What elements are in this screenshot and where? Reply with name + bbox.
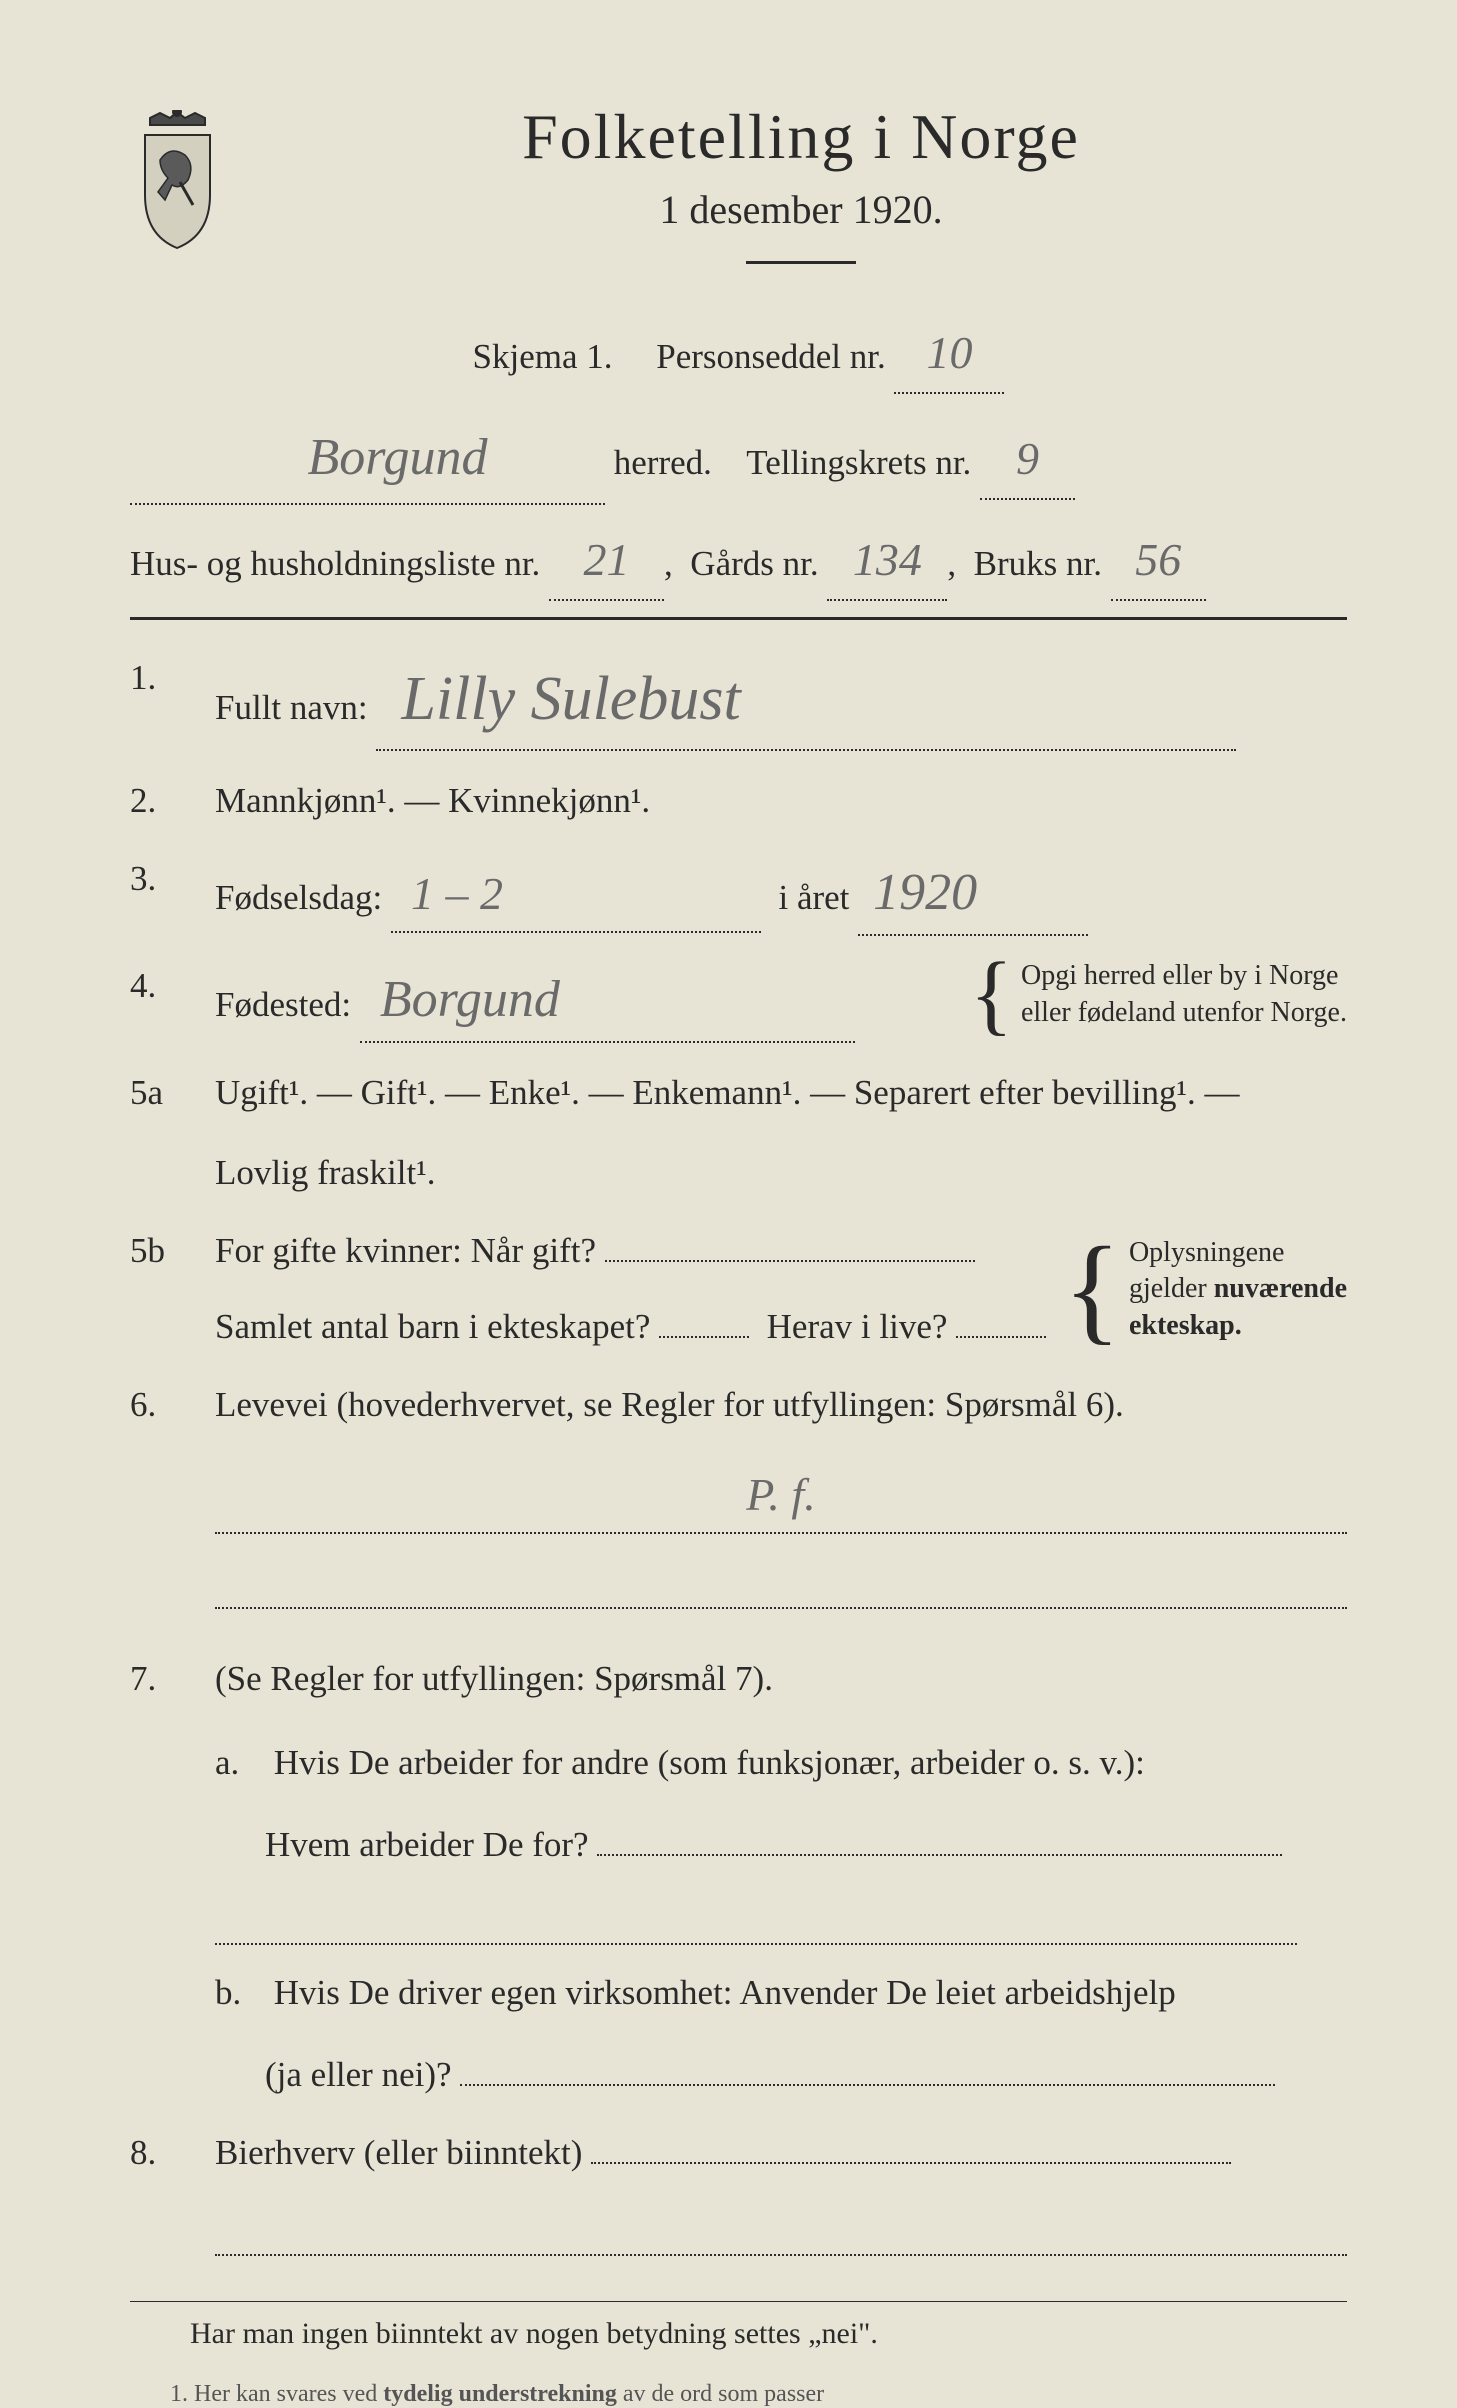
q7b-line1: Hvis De driver egen virksomhet: Anvender… [274, 1973, 1176, 2012]
q8-label: Bierhverv (eller biinntekt) [215, 2133, 582, 2172]
q3-num: 3. [130, 851, 215, 936]
q3-day: 1 – 2 [411, 868, 503, 919]
q3-year: 1920 [873, 864, 977, 921]
personseddel-label: Personseddel nr. [656, 337, 885, 376]
q1-value: Lilly Sulebust [401, 665, 740, 733]
title-rule [746, 261, 856, 264]
q6-text: Levevei (hovederhvervet, se Regler for u… [215, 1377, 1347, 1433]
q1-num: 1. [130, 650, 215, 751]
tellingskrets-label: Tellingskrets nr. [746, 443, 971, 482]
q7a-line1: Hvis De arbeider for andre (som funksjon… [274, 1743, 1145, 1782]
q4-label: Fødested: [215, 985, 351, 1024]
question-1: 1. Fullt navn: Lilly Sulebust [130, 650, 1347, 751]
q4-note-2: eller fødeland utenfor Norge. [1021, 995, 1347, 1031]
herred-value: Borgund [307, 429, 487, 486]
title-block: Folketelling i Norge 1 desember 1920. [255, 100, 1347, 264]
question-3: 3. Fødselsdag: 1 – 2 i året 1920 [130, 851, 1347, 936]
q7a-blank [215, 1905, 1297, 1945]
q5a-num: 5a [130, 1065, 215, 1201]
q5b-tail: Herav i live? [767, 1307, 948, 1346]
q1-label: Fullt navn: [215, 688, 368, 727]
q2-text: Mannkjønn¹. — Kvinnekjønn¹. [215, 773, 1347, 829]
document-header: Folketelling i Norge 1 desember 1920. [130, 100, 1347, 264]
question-6: 6. Levevei (hovederhvervet, se Regler fo… [130, 1377, 1347, 1629]
q7b-letter: b. [215, 1965, 265, 2021]
footnote: Har man ingen biinntekt av nogen betydni… [130, 2317, 1347, 2351]
q5a-text1: Ugift¹. — Gift¹. — Enke¹. — Enkemann¹. —… [215, 1065, 1347, 1121]
q5a-text2: Lovlig fraskilt¹. [215, 1145, 1347, 1201]
q6-value: P. f. [746, 1469, 815, 1520]
q5b-num: 5b [130, 1223, 215, 1355]
q7b-line2: (ja eller nei)? [265, 2055, 452, 2094]
main-title: Folketelling i Norge [255, 100, 1347, 174]
coat-of-arms-icon [130, 110, 225, 250]
herred-label: herred. [614, 443, 712, 482]
q5b-note2: gjelder nuværende [1129, 1271, 1347, 1307]
gards-value: 134 [853, 534, 922, 585]
q8-blank [215, 2216, 1347, 2256]
subtitle: 1 desember 1920. [255, 186, 1347, 233]
q6-num: 6. [130, 1377, 215, 1629]
question-5b: 5b For gifte kvinner: Når gift? Samlet a… [130, 1223, 1347, 1355]
q4-value: Borgund [380, 971, 560, 1028]
q7-num: 7. [130, 1651, 215, 2103]
bruks-label: Bruks nr. [974, 544, 1102, 583]
cutoff-text: 1. Her kan svares ved tydelig understrek… [130, 2381, 1347, 2408]
q2-num: 2. [130, 773, 215, 829]
q7a-letter: a. [215, 1735, 265, 1791]
q5b-line1: For gifte kvinner: Når gift? [215, 1231, 596, 1270]
q6-blank-line [215, 1569, 1347, 1609]
tellingskrets-value: 9 [1016, 433, 1039, 484]
q3-label: Fødselsdag: [215, 878, 382, 917]
q4-note: { Opgi herred eller by i Norge eller fød… [962, 958, 1347, 1031]
question-8: 8. Bierhverv (eller biinntekt) [130, 2125, 1347, 2276]
bruks-value: 56 [1135, 534, 1181, 585]
q4-num: 4. [130, 958, 215, 1043]
herred-line: Borgund herred. Tellingskrets nr. 9 [130, 414, 1347, 504]
q5b-note1: Oplysningene [1129, 1235, 1347, 1271]
q5b-line2: Samlet antal barn i ekteskapet? [215, 1307, 650, 1346]
q3-year-label: i året [778, 878, 849, 917]
q5b-note3: ekteskap. [1129, 1308, 1347, 1344]
question-2: 2. Mannkjønn¹. — Kvinnekjønn¹. [130, 773, 1347, 829]
q8-num: 8. [130, 2125, 215, 2276]
skjema-line: Skjema 1. Personseddel nr. 10 [130, 314, 1347, 394]
hus-value: 21 [584, 534, 630, 585]
personseddel-value: 10 [926, 327, 972, 378]
q7-text: (Se Regler for utfyllingen: Spørsmål 7). [215, 1651, 1347, 1707]
question-5a: 5a Ugift¹. — Gift¹. — Enke¹. — Enkemann¹… [130, 1065, 1347, 1201]
gards-label: Gårds nr. [690, 544, 818, 583]
hus-label: Hus- og husholdningsliste nr. [130, 544, 540, 583]
q7a-line2: Hvem arbeider De for? [265, 1825, 589, 1864]
divider-rule [130, 617, 1347, 620]
skjema-label: Skjema 1. [473, 337, 613, 376]
question-7: 7. (Se Regler for utfyllingen: Spørsmål … [130, 1651, 1347, 2103]
question-4: 4. Fødested: Borgund { Opgi herred eller… [130, 958, 1347, 1043]
footnote-rule [130, 2301, 1347, 2302]
q5b-note: { Oplysningene gjelder nuværende ekteska… [1055, 1223, 1347, 1355]
hus-line: Hus- og husholdningsliste nr. 21, Gårds … [130, 521, 1347, 601]
q4-note-1: Opgi herred eller by i Norge [1021, 958, 1347, 994]
